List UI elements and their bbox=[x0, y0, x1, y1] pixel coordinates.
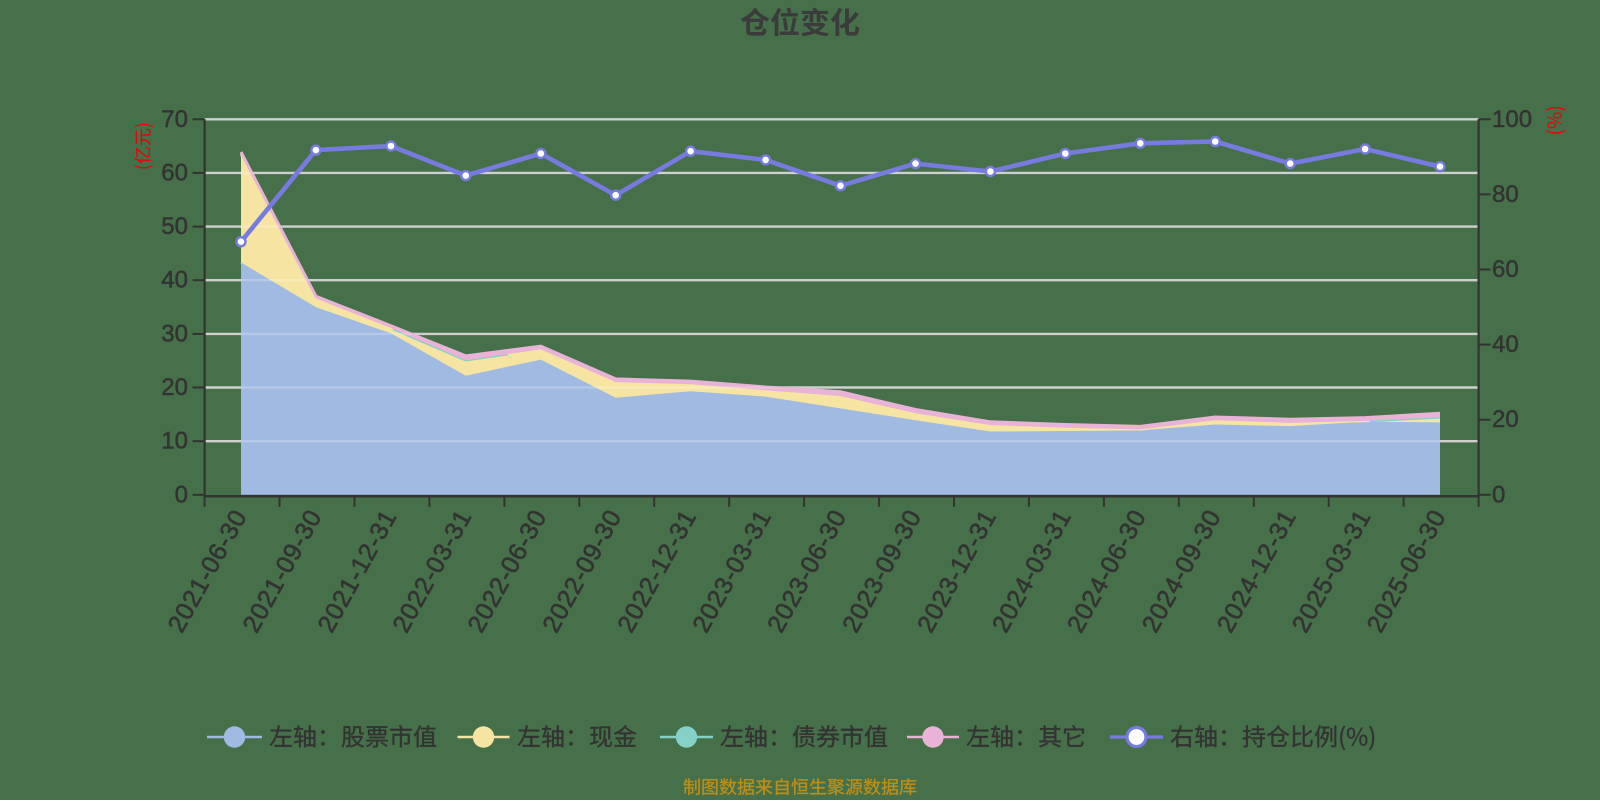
svg-text:10: 10 bbox=[161, 428, 188, 455]
svg-text:20: 20 bbox=[1492, 406, 1519, 433]
svg-text:40: 40 bbox=[1492, 331, 1519, 358]
svg-text:50: 50 bbox=[161, 213, 188, 240]
svg-text:40: 40 bbox=[161, 267, 188, 294]
svg-text:70: 70 bbox=[161, 106, 188, 133]
svg-text:60: 60 bbox=[1492, 256, 1519, 283]
svg-text:60: 60 bbox=[161, 159, 188, 186]
svg-text:100: 100 bbox=[1492, 106, 1532, 133]
svg-text:80: 80 bbox=[1492, 181, 1519, 208]
svg-text:20: 20 bbox=[161, 374, 188, 401]
svg-text:30: 30 bbox=[161, 320, 188, 347]
svg-text:0: 0 bbox=[1492, 481, 1505, 508]
svg-text:0: 0 bbox=[175, 481, 188, 508]
